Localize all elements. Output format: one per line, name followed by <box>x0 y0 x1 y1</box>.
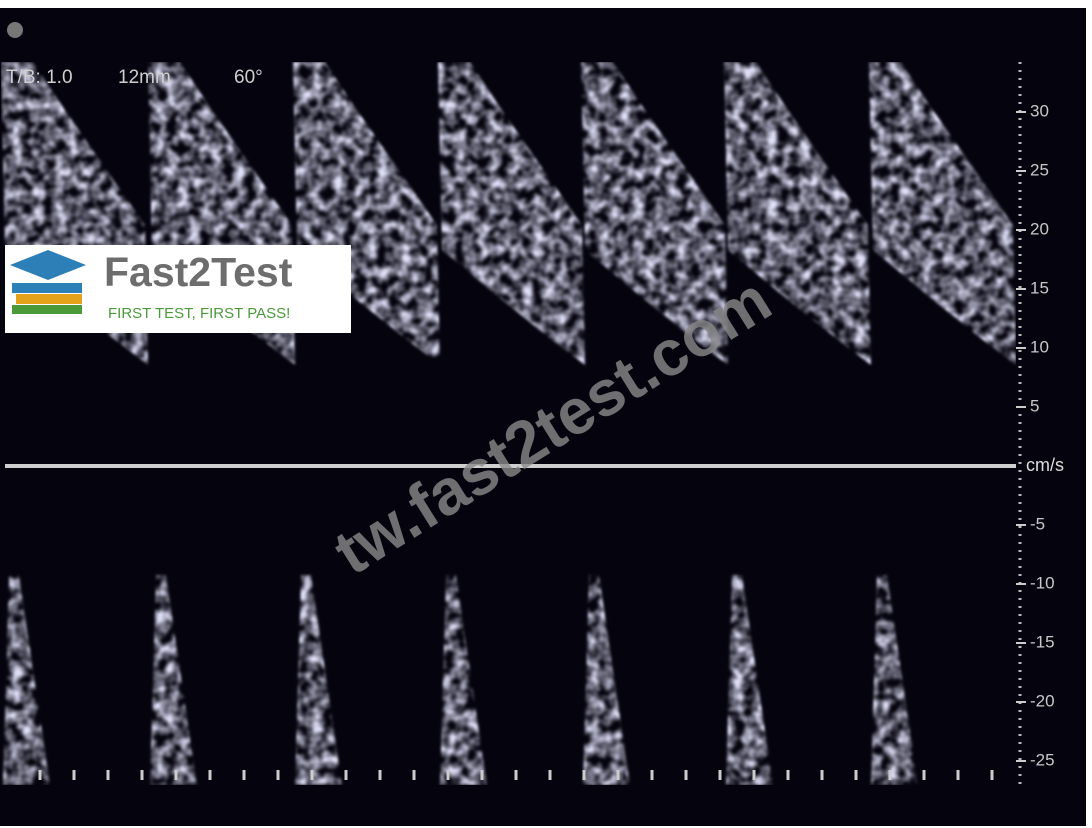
logo-slogan: FIRST TEST, FIRST PASS! <box>108 305 290 322</box>
reverse-flow <box>726 575 773 785</box>
forward-flow <box>438 62 585 365</box>
scale-label: 20 <box>1030 219 1049 238</box>
book <box>12 305 82 314</box>
velocity-scale: 30 25 20 15 10 5 -5 -10 -15 -20 -25 cm/s <box>1016 101 1064 769</box>
spectral-waveform <box>1 62 1016 785</box>
forward-flow <box>293 62 440 365</box>
scale-label: 15 <box>1030 278 1049 297</box>
scale-label: -10 <box>1030 573 1055 592</box>
scale-label: 10 <box>1030 337 1049 356</box>
logo: Fast2Test FIRST TEST, FIRST PASS! <box>5 245 351 333</box>
scale-label: -15 <box>1030 632 1055 651</box>
setting: 12mm <box>118 67 171 88</box>
reverse-flow <box>3 575 50 785</box>
scale-label: 30 <box>1030 101 1049 120</box>
settings-bar: T/B: 1.0 12mm 60° <box>6 67 263 88</box>
forward-flow <box>724 62 871 365</box>
reverse-flow <box>150 575 197 785</box>
scale-label: -25 <box>1030 750 1055 769</box>
forward-flow <box>581 62 728 365</box>
scale-label: -5 <box>1030 514 1045 533</box>
scale-unit: cm/s <box>1026 455 1064 475</box>
forward-flow <box>869 62 1016 365</box>
reverse-flow <box>583 575 630 785</box>
setting: T/B: 1.0 <box>6 67 73 88</box>
scale-label: 5 <box>1030 396 1039 415</box>
setting: 60° <box>234 67 263 88</box>
probe-icon <box>7 22 23 38</box>
scale-label: -20 <box>1030 691 1055 710</box>
cap <box>10 250 86 280</box>
logo-name: Fast2Test <box>104 249 293 295</box>
book <box>16 294 82 304</box>
book <box>12 283 82 293</box>
scale-label: 25 <box>1030 160 1049 179</box>
reverse-flow <box>871 575 918 785</box>
reverse-flow <box>295 575 342 785</box>
time-ticks <box>38 770 994 780</box>
waveform-texture <box>1 62 1016 785</box>
reverse-flow <box>440 575 487 785</box>
